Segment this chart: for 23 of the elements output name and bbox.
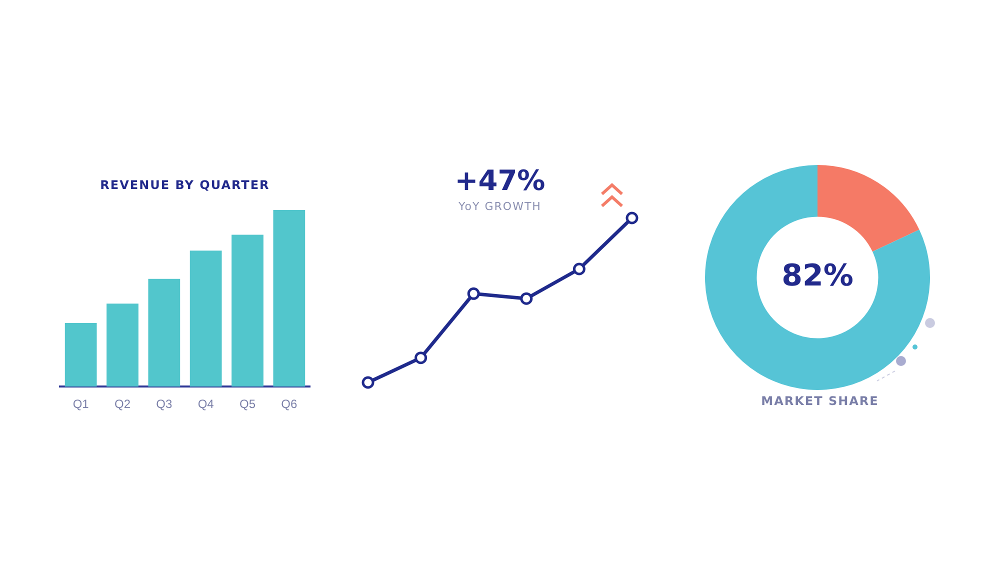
x-tick-label: Q6 (281, 397, 298, 412)
x-tick-label: Q2 (114, 397, 131, 412)
point (626, 212, 638, 224)
text: MARKET SHARE (760, 394, 880, 408)
bar (232, 234, 264, 387)
x-tick-label: Q5 (239, 397, 256, 412)
point (414, 352, 428, 364)
bar (273, 210, 306, 387)
point (467, 287, 480, 300)
point (520, 292, 533, 305)
chart-title: +47% (454, 164, 546, 197)
x-tick-label: Q4 (198, 397, 214, 412)
bar (64, 323, 97, 387)
bar (106, 304, 138, 387)
x-tick-label: Q3 (156, 397, 172, 412)
bar (190, 250, 222, 387)
point (572, 262, 586, 276)
chart-subtitle: YoY GROWTH (458, 200, 542, 213)
bar (148, 278, 180, 387)
x-tick-label: Q1 (72, 397, 90, 412)
chart-title: REVENUE BY QUARTER (99, 178, 271, 192)
text: 82% (782, 258, 854, 294)
point (362, 376, 374, 389)
